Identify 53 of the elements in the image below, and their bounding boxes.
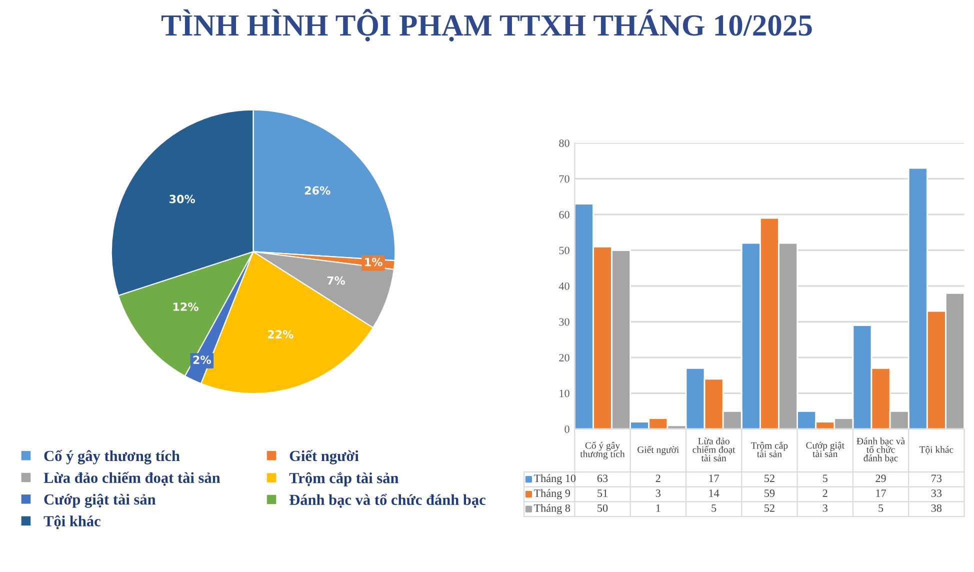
data-label: 52: [764, 504, 774, 512]
legend-label: Tháng 10: [534, 474, 576, 484]
data-label: 2: [822, 490, 828, 497]
x-tick-label: Cố ý gây thương tích: [580, 442, 625, 460]
y-tick-label: 30: [559, 318, 570, 326]
chart-title: TÌNH HÌNH TỘI PHẠM TTXH THÁNG 10/2025: [161, 9, 812, 42]
y-tick-label: 0: [564, 425, 570, 433]
legend-label: Tháng 8: [534, 504, 570, 514]
data-label: 3: [656, 490, 660, 497]
data-label: 17: [709, 474, 720, 482]
y-tick-label: 40: [558, 282, 570, 290]
y-tick-label: 50: [559, 246, 570, 254]
data-label: 51: [598, 490, 608, 497]
data-label: 30%: [170, 194, 196, 204]
data-label: 2%: [193, 356, 211, 364]
data-label: 63: [597, 474, 608, 482]
x-tick-label: Đánh bạc và tổ chức đánh bạc: [856, 438, 905, 463]
legend-label: Tội khác: [44, 515, 100, 530]
data-label: 52: [764, 474, 774, 482]
data-label: 14: [709, 490, 720, 497]
x-tick-label: Lừa đảo chiếm đoạt tài sản: [692, 438, 736, 462]
y-tick-label: 70: [559, 175, 570, 183]
data-label: 2: [656, 474, 660, 482]
y-tick-label: 80: [559, 139, 570, 147]
data-label: 5: [822, 474, 828, 482]
legend-label: Trộm cắp tài sản: [289, 472, 398, 486]
data-label: 17: [876, 490, 886, 497]
data-label: 5: [712, 504, 716, 512]
data-label: 22%: [268, 330, 294, 339]
legend-label: Tháng 9: [534, 489, 570, 500]
data-label: 26%: [304, 186, 330, 195]
x-tick-label: Tội khác: [919, 446, 954, 454]
legend-label: Đánh bạc và tổ chức đánh bạc: [289, 494, 486, 508]
data-label: 38: [931, 504, 942, 512]
legend-label: Cướp giật tài sản: [44, 494, 156, 508]
data-label: 5: [878, 504, 884, 512]
y-tick-label: 10: [560, 390, 570, 398]
data-label: 50: [598, 504, 608, 512]
data-label: 1%: [365, 258, 382, 266]
data-label: 7%: [327, 276, 346, 285]
data-label: 33: [931, 490, 942, 497]
legend-label: Lừa đảo chiếm đoạt tài sản: [44, 472, 220, 486]
y-tick-label: 20: [559, 354, 570, 362]
x-tick-label: Trộm cắp tài sản: [751, 442, 788, 458]
data-label: 1: [656, 504, 660, 512]
data-label: 29: [876, 474, 886, 482]
y-tick-label: 60: [559, 210, 570, 218]
data-label: 59: [764, 490, 775, 497]
data-label: 73: [932, 474, 942, 482]
x-tick-label: Giết người: [638, 446, 679, 456]
data-label: 3: [822, 504, 828, 512]
x-tick-label: Cướp giật tài sản: [806, 442, 844, 458]
data-label: 12%: [173, 302, 198, 311]
